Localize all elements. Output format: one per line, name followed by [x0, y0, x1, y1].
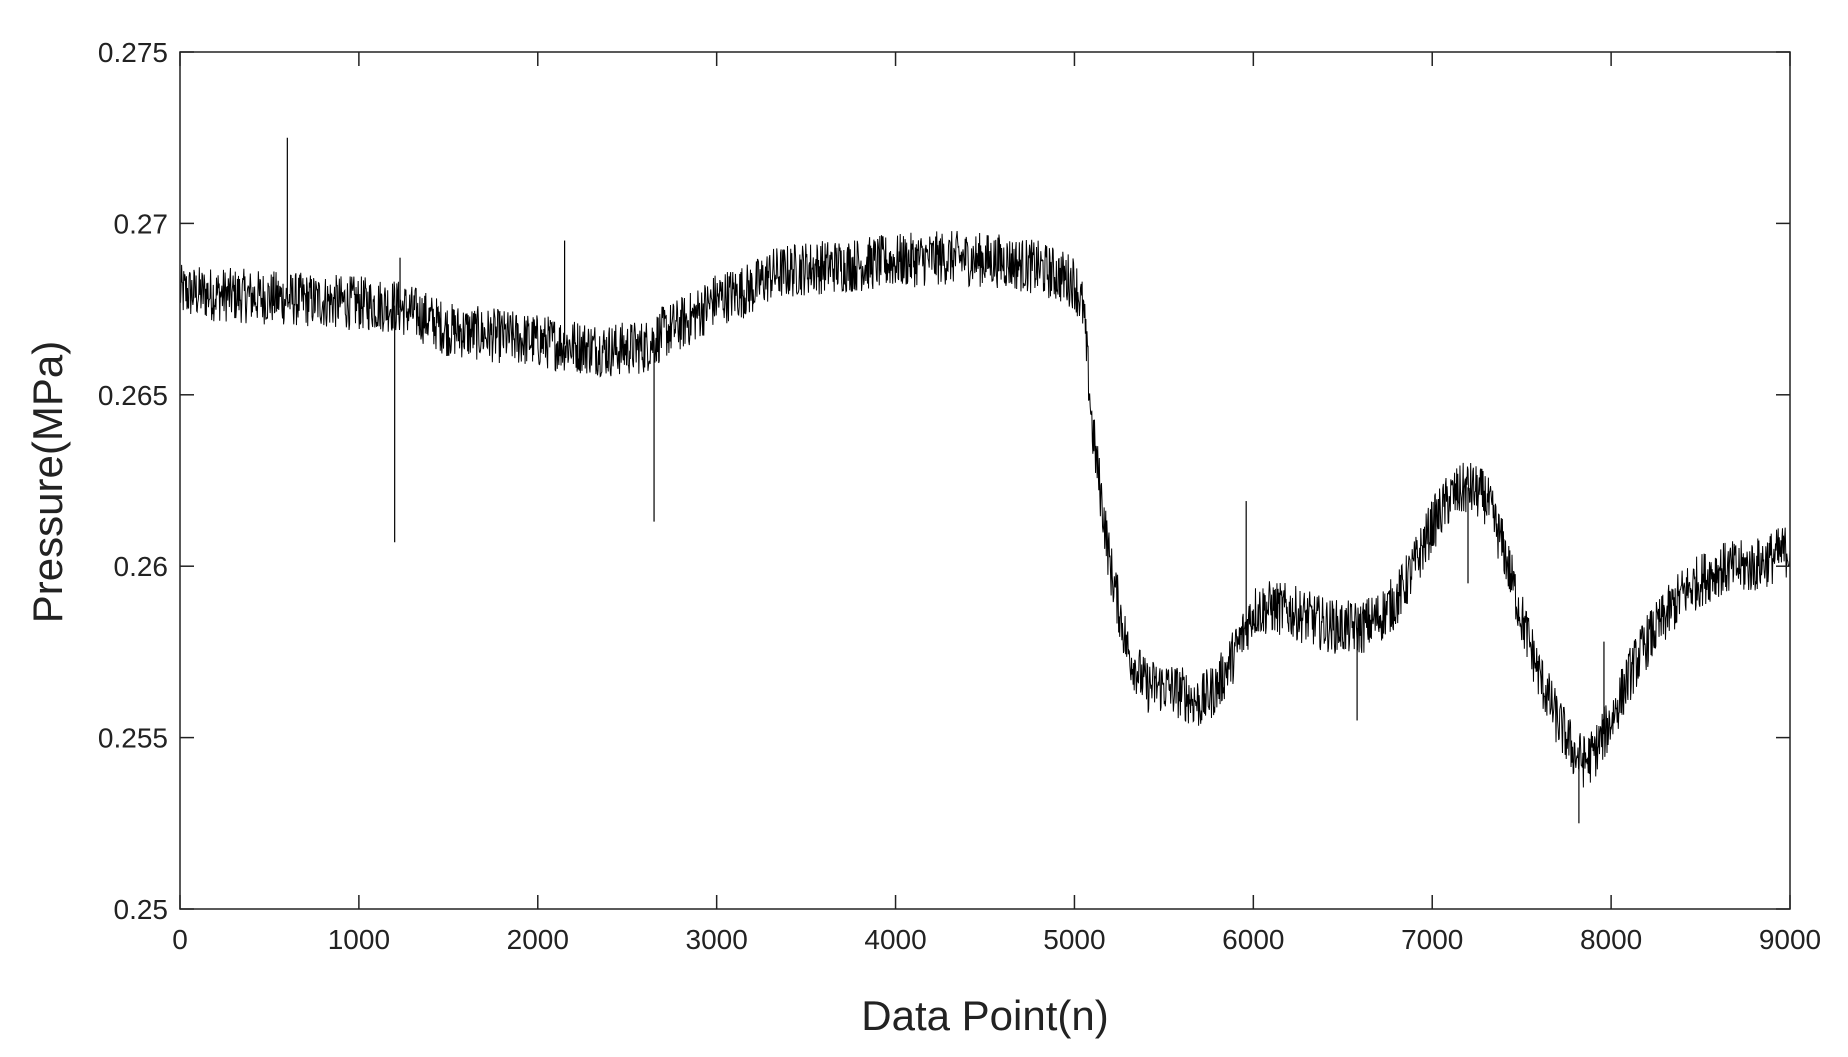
x-tick-label-2: 2000 — [507, 924, 569, 955]
axes — [179, 51, 1791, 910]
pressure-series-line — [179, 230, 1791, 788]
x-tick-label-5: 5000 — [1043, 924, 1105, 955]
x-tick-label-1: 1000 — [328, 924, 390, 955]
y-axis-title: Pressure(MPa) — [24, 341, 71, 623]
y-tick-label-0: 0.25 — [114, 894, 169, 925]
x-tick-label-7: 7000 — [1401, 924, 1463, 955]
plot-area — [179, 137, 1791, 824]
x-tick-label-6: 6000 — [1222, 924, 1284, 955]
tick-labels: 0 1000 2000 3000 4000 5000 6000 7000 8000 9000 0.2… — [98, 37, 1821, 955]
y-tick-label-4: 0.27 — [114, 208, 169, 239]
x-tick-label-8: 8000 — [1580, 924, 1642, 955]
y-tick-label-3: 0.265 — [98, 380, 168, 411]
y-tick-label-5: 0.275 — [98, 37, 168, 68]
x-tick-label-4: 4000 — [864, 924, 926, 955]
x-tick-label-9: 9000 — [1759, 924, 1821, 955]
x-tick-label-0: 0 — [172, 924, 188, 955]
x-axis-title: Data Point(n) — [861, 992, 1108, 1039]
y-tick-label-2: 0.26 — [114, 551, 169, 582]
axes-box — [179, 51, 1791, 910]
x-tick-label-3: 3000 — [686, 924, 748, 955]
y-tick-label-1: 0.255 — [98, 723, 168, 754]
